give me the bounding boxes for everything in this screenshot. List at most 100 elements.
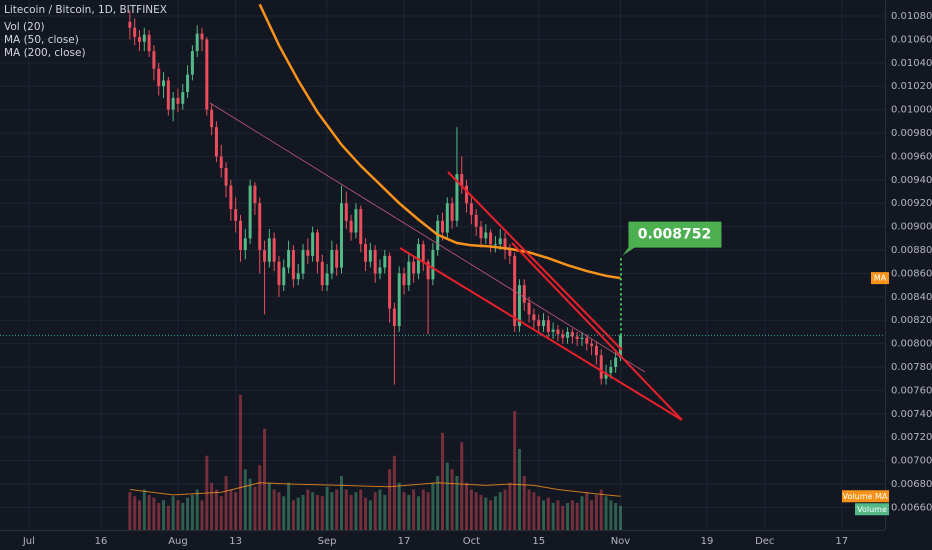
volume-bar (580, 496, 584, 530)
candle-body (368, 250, 372, 262)
volume-bar (258, 465, 262, 530)
candle-body (599, 355, 603, 379)
candle-body (301, 250, 305, 274)
x-tick-label: Sep (318, 536, 337, 547)
volume-ma-line (129, 482, 621, 497)
x-tick-label: 17 (835, 536, 848, 547)
volume-bar (431, 482, 435, 530)
candle-body (238, 220, 242, 251)
candle-body (378, 267, 382, 274)
candle-body (147, 34, 151, 52)
volume-bar (296, 497, 300, 530)
plot-area (0, 3, 885, 530)
volume-bar (556, 500, 560, 530)
volume-bar (282, 496, 286, 530)
volume-bar (527, 489, 531, 530)
volume-bar (465, 482, 469, 530)
grid (0, 0, 885, 530)
candle-body (234, 209, 238, 221)
volume-bar (397, 482, 401, 530)
volume-bar (190, 494, 194, 530)
candle-body (354, 209, 358, 233)
candle-body (315, 232, 319, 262)
volume-bar (243, 469, 247, 530)
candle-body (335, 250, 339, 268)
volume-bar (339, 476, 343, 530)
candle-body (181, 92, 185, 104)
ma-tag (871, 272, 889, 285)
candle-body (431, 250, 435, 280)
candle-body (311, 232, 315, 256)
volume-bar (407, 494, 411, 530)
volume-bar (436, 476, 440, 530)
candle-body (469, 203, 473, 215)
candle-body (190, 51, 194, 75)
volume-tag (855, 503, 889, 516)
volume-bar (301, 494, 305, 530)
candle-body (195, 33, 199, 52)
candle-body (508, 250, 512, 256)
candle-body (306, 250, 310, 256)
candle-body (479, 226, 483, 239)
candle-body (258, 203, 262, 251)
volume-bar (618, 505, 622, 530)
candle-body (484, 232, 488, 239)
candle-body (527, 302, 531, 315)
volume-bar (176, 500, 180, 530)
x-tick-label: Jul (22, 536, 35, 547)
volume-bar (234, 492, 238, 530)
volume-bar (200, 500, 204, 530)
x-tick-label: 15 (532, 536, 545, 547)
candle-body (570, 331, 574, 337)
candle-body (176, 97, 180, 104)
candle-body (330, 250, 334, 274)
candle-body (556, 329, 560, 335)
indicator-label: Vol (20) (4, 21, 45, 33)
candle-body (325, 273, 329, 286)
volume-bar (306, 489, 310, 530)
candle-body (609, 367, 613, 373)
volume-bar (335, 489, 339, 530)
candle-body (493, 244, 497, 246)
candle-body (551, 329, 555, 332)
candle-body (517, 285, 521, 327)
x-tick-label: Nov (611, 536, 631, 547)
volume-bar (253, 486, 257, 530)
volume-bar (152, 497, 156, 530)
volume-bar (450, 469, 454, 530)
candle-body (489, 232, 493, 245)
volume-bar (267, 482, 271, 530)
volume-bar (469, 489, 473, 530)
candle-body (455, 173, 459, 221)
x-tick-label: 13 (229, 536, 242, 547)
overlay: 0.008752 (619, 221, 722, 336)
candle-body (142, 34, 146, 42)
volume-bar (460, 442, 464, 530)
volume-bar (412, 489, 416, 530)
wedge-line (399, 247, 683, 421)
volume-bar (537, 496, 541, 530)
candle-body (229, 185, 233, 210)
candle-body (498, 238, 502, 245)
volume-bar (272, 489, 276, 530)
indicator-label: MA (200, close) (4, 47, 86, 59)
volume-bar (162, 500, 166, 530)
candle-body (474, 214, 478, 227)
volume-bar (441, 432, 444, 530)
volume-bar (604, 496, 608, 530)
volume-bar (498, 492, 502, 530)
candle-body (282, 267, 286, 286)
candle-body (546, 320, 550, 332)
